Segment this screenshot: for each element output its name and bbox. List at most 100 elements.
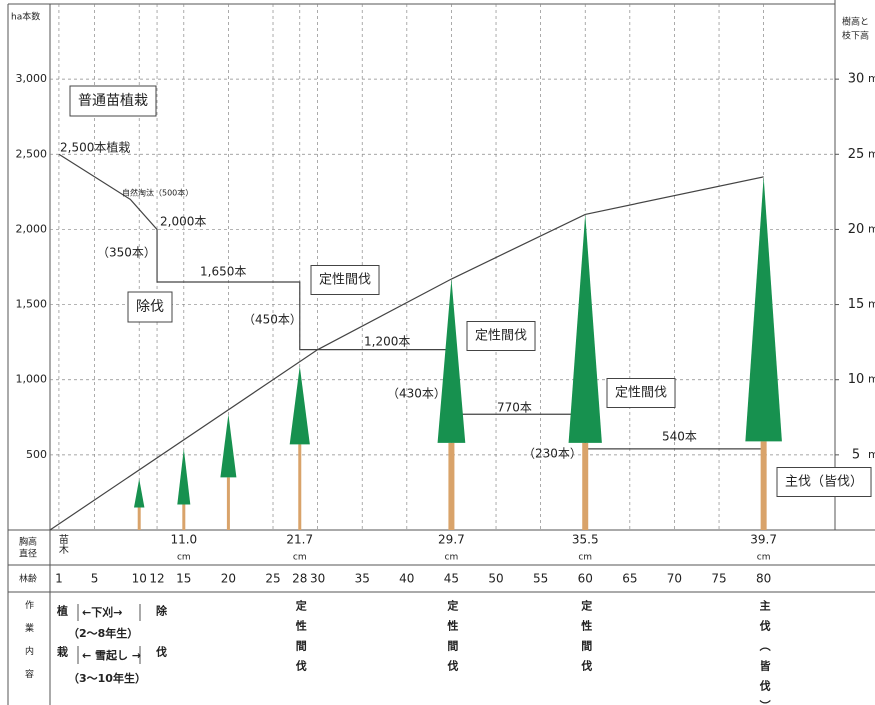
annotation: 主伐（皆伐） [785, 475, 863, 490]
work-text: 主伐（皆伐） [758, 599, 772, 705]
row-header: 直径 [19, 548, 37, 560]
y-tick-label: 500 [26, 448, 47, 461]
work-text: ← 雪起し → [82, 648, 141, 662]
tree-crown [289, 366, 310, 445]
annotation: （350本） [97, 246, 156, 260]
y-tick-label: 2,000 [16, 222, 48, 235]
tree-trunk [582, 442, 589, 530]
x-tick-label: 25 [265, 572, 280, 586]
tree-crown [437, 279, 466, 443]
y2-axis-title: 樹高と [842, 16, 869, 28]
y-axis-title: ha本数 [11, 11, 40, 23]
annotation-box [776, 467, 872, 497]
dbh-unit: cm [293, 553, 307, 563]
y-tick-label: 1,500 [16, 298, 48, 311]
y2-tick-label: 15 [848, 297, 865, 312]
x-tick-label: 55 [533, 572, 548, 586]
y2-unit: m [868, 222, 875, 235]
annotation-box [606, 378, 676, 408]
tree-crown [177, 448, 191, 505]
x-tick-label: 80 [756, 572, 771, 586]
x-tick-label: 20 [221, 572, 236, 586]
x-tick-label: 10 [132, 572, 147, 586]
y2-tick-label: 20 [848, 222, 865, 237]
annotation: 2,500本植栽 [60, 140, 130, 155]
annotation-box [127, 291, 173, 323]
annotation-box [69, 85, 157, 117]
dbh-unit: cm [578, 553, 592, 563]
y-tick-label: 1,000 [16, 373, 48, 386]
annotation: 540本 [662, 430, 697, 444]
x-tick-label: 65 [622, 572, 637, 586]
dbh-value: 11.0 [170, 533, 197, 547]
tree-crown [220, 414, 237, 478]
annotation: 2,000本 [160, 215, 206, 229]
seedling-label: 苗木 [56, 534, 68, 555]
x-tick-label: 40 [399, 572, 414, 586]
y2-tick-label: 10 [848, 372, 865, 387]
y2-unit: m [868, 147, 875, 160]
tree-crown [133, 478, 145, 508]
tree-trunk [226, 477, 230, 530]
x-tick-label: 28 [292, 572, 307, 586]
work-text: （2～8年生） [68, 626, 138, 640]
row-header: 林齢 [19, 573, 37, 585]
dbh-unit: cm [445, 553, 459, 563]
work-text: （3～10年生） [68, 671, 146, 685]
dbh-value: 29.7 [438, 533, 465, 547]
annotation: （230本） [523, 447, 582, 461]
tree-trunk [137, 507, 141, 530]
x-tick-label: 35 [355, 572, 370, 586]
annotation: 定性間伐 [475, 329, 527, 344]
annotation: 770本 [497, 401, 532, 415]
x-tick-label: 12 [149, 572, 164, 586]
annotation-box [310, 265, 380, 295]
y-tick-label: 3,000 [16, 72, 48, 85]
tree-crown [745, 176, 782, 442]
dbh-value: 21.7 [286, 533, 313, 547]
annotation: （430本） [387, 387, 446, 401]
tree-trunk [298, 444, 302, 530]
y2-unit: m [868, 373, 875, 386]
y-tick-label: 2,500 [16, 147, 48, 160]
annotation: 1,650本 [200, 265, 246, 279]
y2-axis-title: 枝下高 [842, 30, 869, 42]
x-tick-label: 60 [578, 572, 593, 586]
work-text: 植栽 [56, 604, 70, 687]
dbh-unit: cm [757, 553, 771, 563]
row-header: 作業内容 [23, 599, 34, 692]
annotation-box [466, 321, 536, 351]
y2-tick-label: 5 [852, 447, 860, 462]
annotation: 定性間伐 [615, 386, 667, 401]
work-text: 定性間伐 [580, 599, 593, 680]
x-tick-label: 1 [55, 572, 63, 586]
x-tick-label: 15 [176, 572, 191, 586]
annotation: 除伐 [136, 299, 164, 315]
x-tick-label: 45 [444, 572, 459, 586]
dbh-value: 35.5 [572, 533, 599, 547]
y2-unit: m [868, 298, 875, 311]
tree-trunk [760, 441, 767, 530]
y2-tick-label: 30 [848, 72, 865, 87]
tree-trunk [182, 504, 186, 530]
line-series [49, 176, 764, 531]
row-header: 胸高 [19, 536, 37, 548]
work-text: ←下刈→ [82, 605, 122, 619]
y2-unit: m [868, 72, 875, 85]
annotation: （450本） [243, 313, 302, 327]
x-tick-label: 50 [488, 572, 503, 586]
dbh-unit: cm [177, 553, 191, 563]
annotation: 定性間伐 [319, 273, 371, 288]
annotation: 自然淘汰（500本） [122, 188, 193, 198]
annotation: 普通苗植栽 [78, 93, 148, 109]
y2-tick-label: 25 [848, 147, 865, 162]
x-tick-label: 75 [711, 572, 726, 586]
work-text: 定性間伐 [294, 599, 307, 680]
annotation: 1,200本 [364, 335, 410, 349]
x-tick-label: 5 [91, 572, 99, 586]
frame [7, 0, 875, 705]
tree-trunk [448, 442, 455, 530]
work-text: 定性間伐 [446, 599, 459, 680]
